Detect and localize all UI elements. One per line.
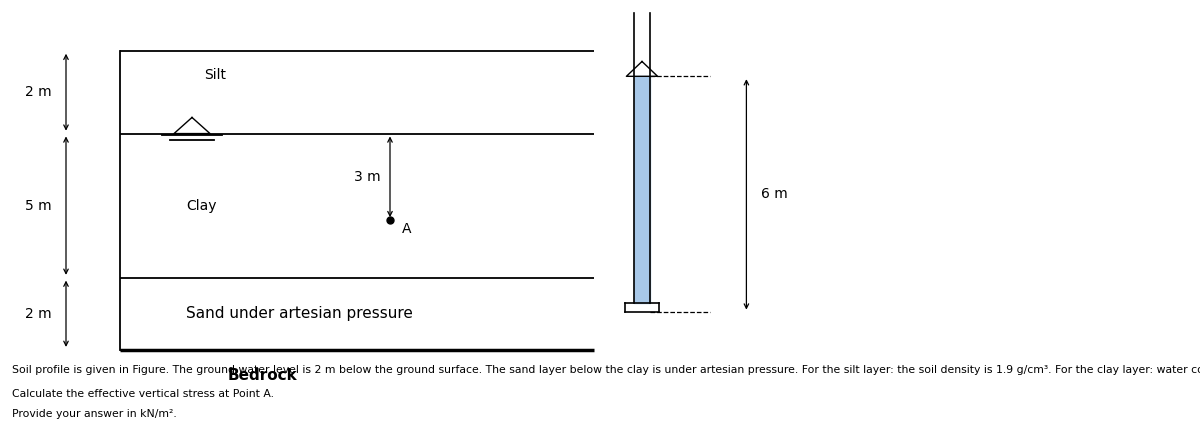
Text: Silt: Silt: [204, 68, 226, 82]
Text: Sand under artesian pressure: Sand under artesian pressure: [186, 306, 413, 321]
Text: A: A: [402, 222, 412, 236]
Text: 5 m: 5 m: [25, 198, 52, 213]
Text: 6 m: 6 m: [761, 187, 787, 201]
Text: 2 m: 2 m: [25, 307, 52, 321]
Text: 2 m: 2 m: [25, 85, 52, 99]
Text: Provide your answer in kN/m².: Provide your answer in kN/m².: [12, 409, 176, 419]
Text: Soil profile is given in Figure. The ground water level is 2 m below the ground : Soil profile is given in Figure. The gro…: [12, 365, 1200, 375]
Text: 3 m: 3 m: [354, 170, 380, 184]
Text: Calculate the effective vertical stress at Point A.: Calculate the effective vertical stress …: [12, 388, 274, 399]
Text: Clay: Clay: [186, 198, 216, 213]
Text: Bedrock: Bedrock: [228, 368, 298, 383]
